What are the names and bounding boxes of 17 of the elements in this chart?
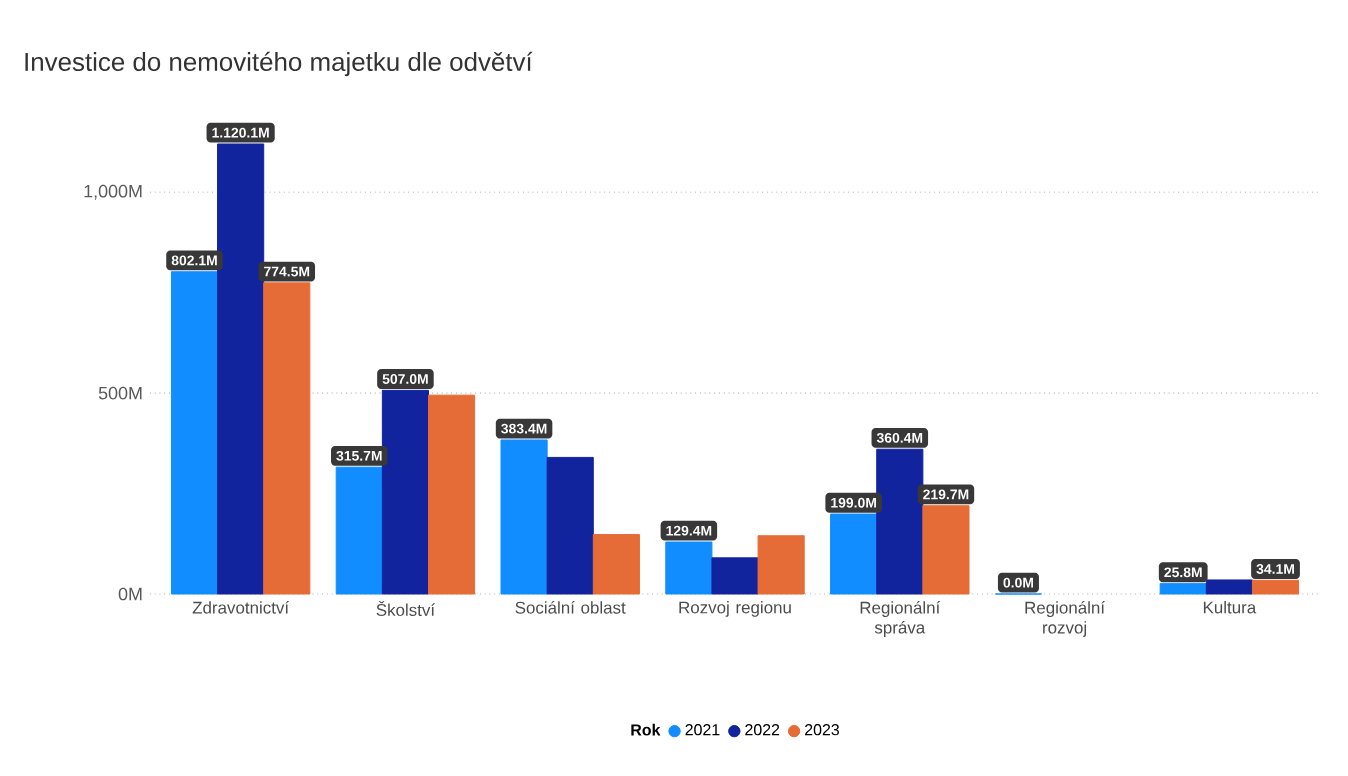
y-tick-label: 1,000M	[84, 184, 142, 200]
x-tick-label: Regionální rozvoj	[1025, 601, 1105, 637]
x-tick-label: Školství	[376, 601, 435, 616]
bar	[592, 534, 640, 595]
x-tick-label: Kultura	[1203, 601, 1257, 614]
x-tick-label: Rozvoj regionu	[679, 601, 791, 617]
x-tick-label: Sociální oblast	[515, 601, 626, 614]
chart-title: Investice do nemovitého majetku dle odvětví	[25, 51, 533, 77]
bar	[711, 557, 759, 595]
y-tick-label: 0M	[118, 587, 142, 601]
x-tick-label: Zdravotnictví	[192, 601, 290, 614]
bar	[757, 535, 805, 595]
bar	[1205, 579, 1253, 595]
bar	[546, 456, 594, 595]
bar	[427, 394, 476, 595]
x-tick-label: Regionální správa	[860, 601, 941, 637]
y-tick-label: 500M	[98, 386, 142, 400]
